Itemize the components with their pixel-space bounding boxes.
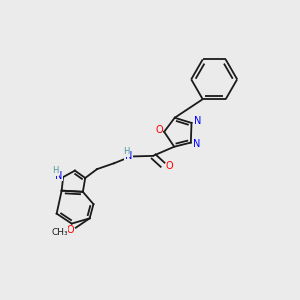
- Text: O: O: [165, 161, 173, 171]
- Text: O: O: [155, 125, 163, 135]
- Text: CH₃: CH₃: [51, 228, 68, 237]
- Text: N: N: [125, 152, 132, 161]
- Text: N: N: [55, 171, 62, 181]
- Text: N: N: [194, 116, 201, 126]
- Text: H: H: [52, 166, 59, 175]
- Text: N: N: [193, 139, 200, 149]
- Text: H: H: [123, 147, 129, 156]
- Text: O: O: [66, 225, 74, 235]
